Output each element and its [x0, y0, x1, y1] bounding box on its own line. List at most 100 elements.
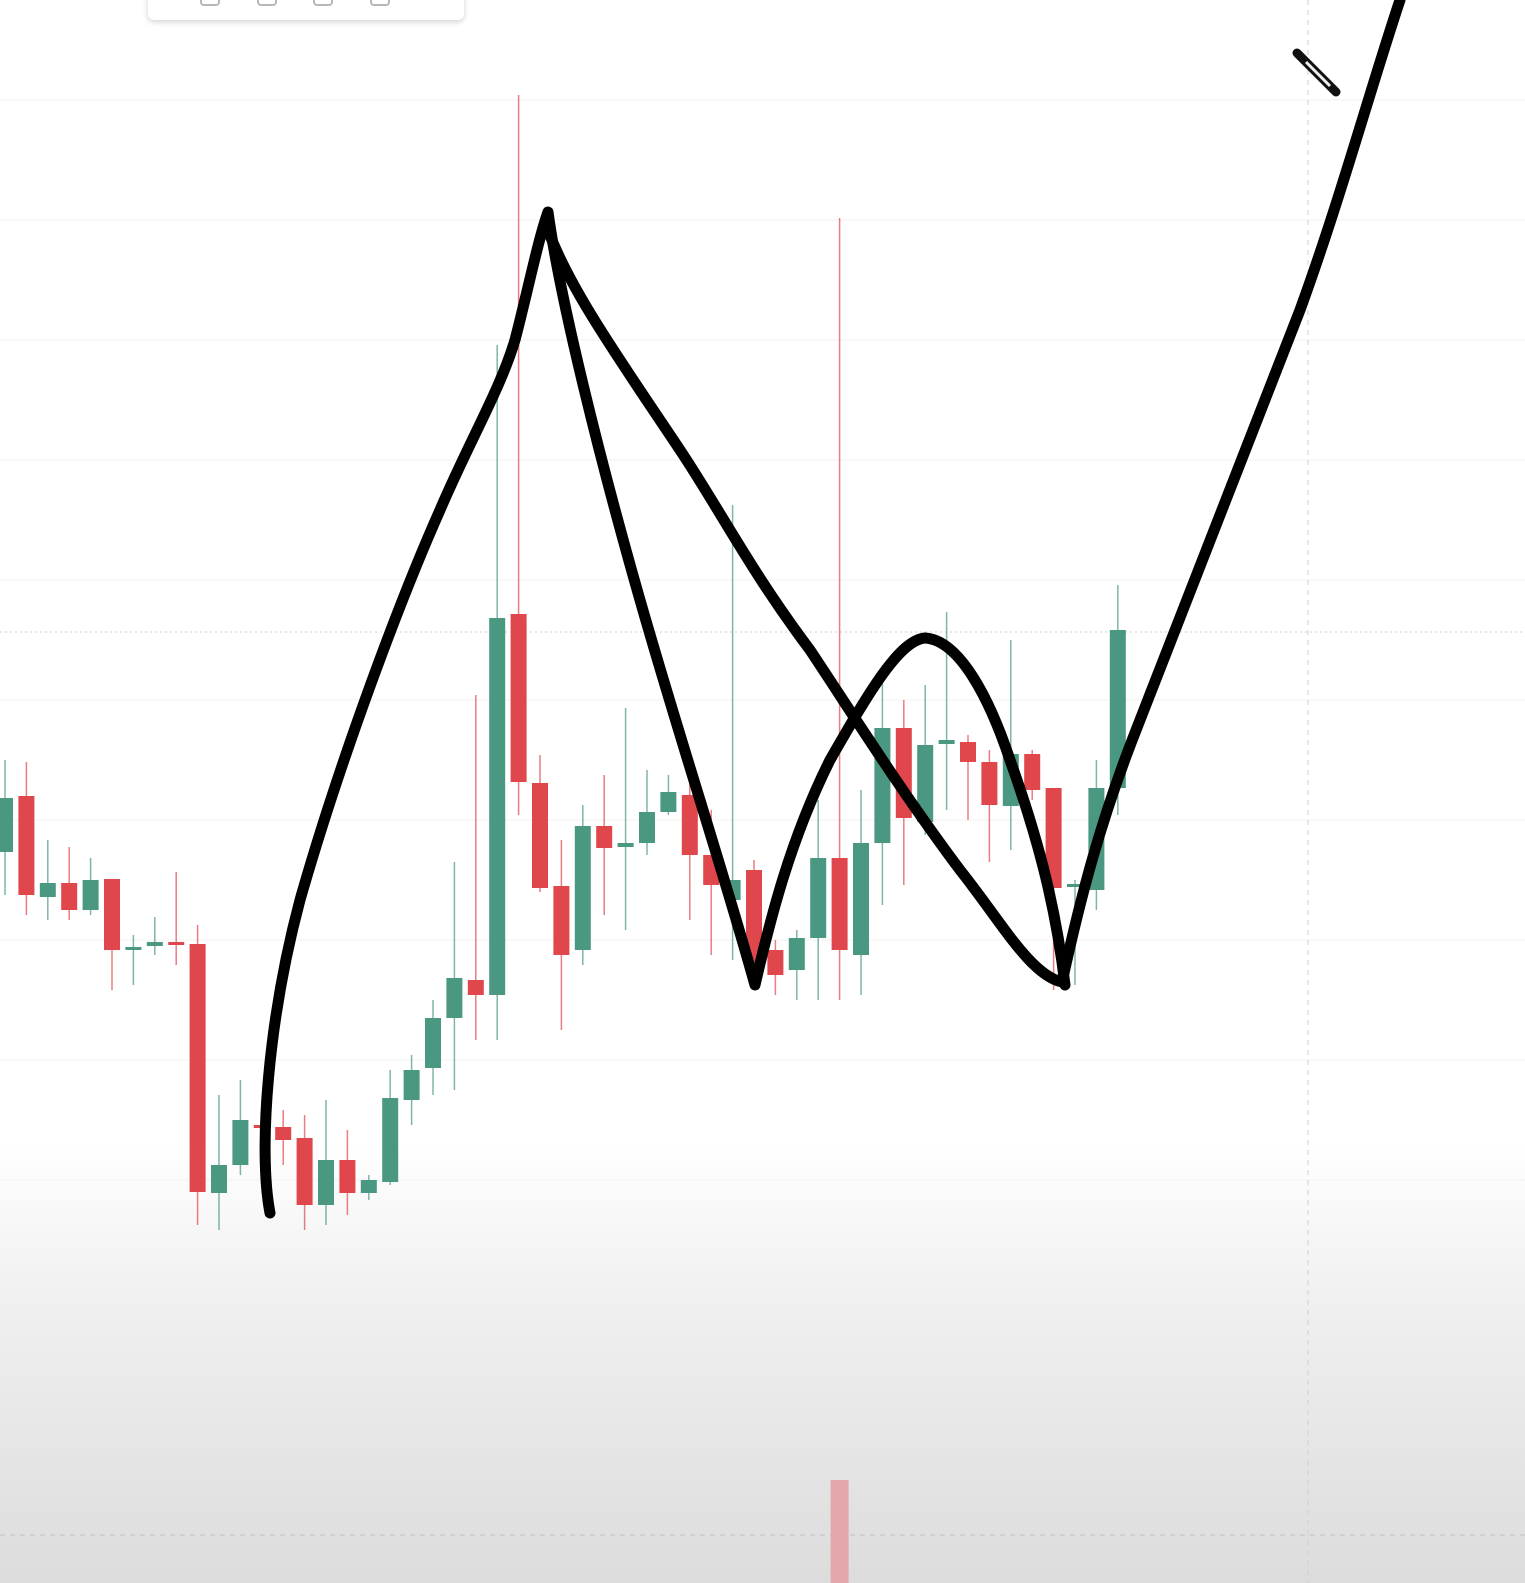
candle-body: [446, 978, 463, 1018]
candle: [125, 935, 142, 985]
candle-body: [61, 883, 78, 910]
candle: [61, 847, 78, 920]
candle: [639, 770, 655, 855]
candle-body: [938, 740, 955, 744]
candle-body: [232, 1120, 249, 1165]
candle-body: [917, 745, 934, 822]
candles: [0, 95, 1126, 1230]
candle-body: [831, 858, 848, 950]
candle-body: [318, 1160, 334, 1205]
candle-body: [532, 783, 548, 888]
candle: [82, 858, 99, 915]
candle-body: [981, 762, 998, 805]
candle: [446, 862, 463, 1090]
candle: [874, 665, 891, 905]
candle: [296, 1115, 313, 1230]
candle: [489, 345, 506, 1040]
candle-body: [125, 947, 142, 950]
candle: [168, 872, 185, 965]
candle-body: [403, 1070, 420, 1100]
pencil-cursor-icon: [1292, 48, 1341, 97]
candle-body: [788, 938, 805, 970]
candle: [831, 218, 848, 1000]
candle-body: [489, 618, 506, 995]
candle-body: [553, 886, 570, 955]
candle-body: [681, 795, 698, 855]
candle-body: [574, 826, 591, 950]
candle-body: [0, 798, 13, 852]
candle: [467, 695, 484, 1040]
candle: [981, 750, 998, 862]
candle-body: [296, 1138, 313, 1205]
candle-body: [360, 1180, 377, 1193]
candle: [574, 805, 591, 965]
candle-body: [810, 858, 827, 938]
candle: [39, 840, 56, 920]
candle: [403, 1055, 420, 1125]
camera-icon[interactable]: [313, 0, 333, 6]
grid: [0, 99, 1525, 1181]
drawing-toolbar: [148, 0, 464, 20]
candle: [917, 685, 934, 835]
candle-body: [275, 1127, 292, 1140]
candle: [532, 755, 548, 892]
candle: [382, 1070, 399, 1185]
candle: [681, 770, 698, 920]
candle: [788, 930, 805, 1000]
candle: [553, 840, 570, 1030]
candle-body: [425, 1018, 441, 1068]
candle: [360, 1175, 377, 1200]
candle: [767, 940, 784, 995]
candle-body: [853, 843, 869, 955]
candle: [810, 800, 827, 1000]
candle: [617, 708, 634, 930]
candle: [211, 1095, 227, 1230]
candle: [425, 1000, 441, 1095]
candle-body: [211, 1165, 227, 1193]
candle: [189, 925, 206, 1225]
hand-drawing: [259, 0, 1406, 1219]
candle-body: [18, 796, 35, 895]
candle: [510, 95, 527, 815]
candle: [960, 735, 976, 820]
candle-body: [617, 843, 634, 847]
trash-icon[interactable]: [370, 0, 390, 6]
candle-body: [1024, 754, 1041, 790]
candle-body: [510, 614, 527, 782]
candle: [275, 1110, 292, 1165]
candle-body: [639, 812, 655, 843]
candle: [318, 1100, 334, 1225]
candle: [18, 762, 35, 915]
drawing-stroke-2: [542, 0, 1406, 988]
candle-body: [660, 792, 677, 812]
candle: [232, 1080, 249, 1175]
candle-body: [189, 944, 206, 1192]
candle: [853, 790, 869, 995]
candle-body: [960, 742, 976, 762]
candle: [596, 775, 613, 915]
candle-body: [339, 1160, 356, 1193]
candle: [1024, 750, 1041, 800]
candle: [0, 760, 13, 895]
candle: [339, 1130, 356, 1215]
candle-body: [104, 879, 120, 950]
volume-bars: [830, 1480, 849, 1583]
candle: [104, 879, 120, 990]
candle-body: [382, 1098, 399, 1182]
candle-body: [596, 826, 613, 848]
volume-bar: [830, 1480, 849, 1583]
settings-icon[interactable]: [257, 0, 277, 6]
add-layout-icon[interactable]: [200, 0, 220, 6]
candle-body: [1045, 788, 1062, 888]
candle-body: [146, 942, 163, 946]
candle-body: [82, 880, 99, 910]
candle: [146, 917, 163, 955]
candle: [660, 775, 677, 815]
candle-body: [467, 980, 484, 995]
drawing-stroke-1: [259, 206, 1071, 1219]
candle-body: [767, 950, 784, 975]
candle-body: [1067, 884, 1083, 887]
candle-body: [746, 870, 762, 962]
candle-body: [168, 942, 185, 945]
